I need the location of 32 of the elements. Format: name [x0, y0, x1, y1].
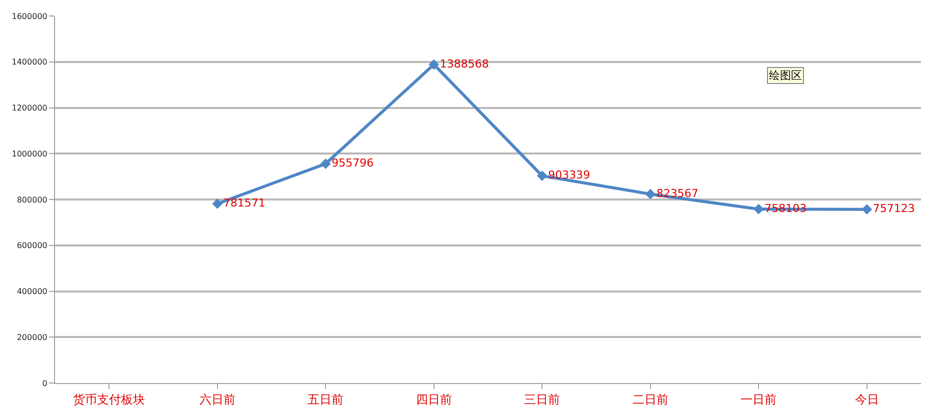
- point: [320, 158, 331, 169]
- data-label: 1388568: [440, 57, 489, 70]
- data-label: 823567: [656, 186, 698, 200]
- data-label: 903339: [548, 168, 590, 182]
- point: [212, 198, 223, 209]
- x-tick-label: 货币支付板块: [73, 392, 146, 406]
- x-tick-label: 五日前: [308, 392, 344, 406]
- point: [428, 59, 440, 70]
- y-tick-label: 1400000: [12, 58, 48, 67]
- x-tick-label: 四日前: [416, 392, 452, 406]
- y-tick-label: 1000000: [12, 149, 48, 158]
- point: [753, 204, 764, 214]
- y-tick-label: 1200000: [12, 104, 48, 113]
- y-tick-label: 600000: [16, 241, 48, 250]
- point: [645, 188, 656, 200]
- annotation: 绘图区: [769, 69, 802, 82]
- y-tick-label: 0: [42, 378, 48, 388]
- y-tick-label: 400000: [16, 287, 48, 296]
- x-tick-label: 今日: [854, 392, 879, 406]
- y-tick-label: 200000: [16, 332, 48, 342]
- x-tick-label: 一日前: [740, 392, 777, 406]
- x-tick-label: 二日前: [632, 392, 668, 406]
- data-label: 955796: [332, 156, 374, 170]
- data-label: 781571: [223, 196, 266, 210]
- data-label: 757123: [872, 202, 915, 216]
- y-tick-label: 800000: [16, 195, 48, 204]
- x-tick-label: 三日前: [524, 392, 560, 406]
- x-tick-label: 六日前: [199, 392, 236, 406]
- y-tick-label: 1600000: [12, 12, 48, 21]
- point: [536, 170, 548, 181]
- data-label: 758103: [764, 202, 807, 215]
- point: [862, 204, 872, 215]
